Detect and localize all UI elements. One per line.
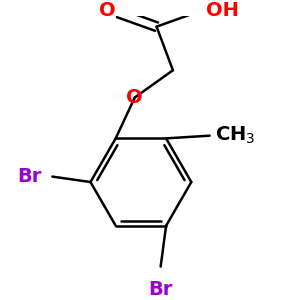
Text: Br: Br [17, 167, 41, 186]
Text: CH$_3$: CH$_3$ [215, 125, 256, 146]
Text: O: O [126, 88, 143, 107]
Text: Br: Br [148, 280, 173, 299]
Text: O: O [99, 1, 116, 20]
Text: OH: OH [206, 1, 239, 20]
